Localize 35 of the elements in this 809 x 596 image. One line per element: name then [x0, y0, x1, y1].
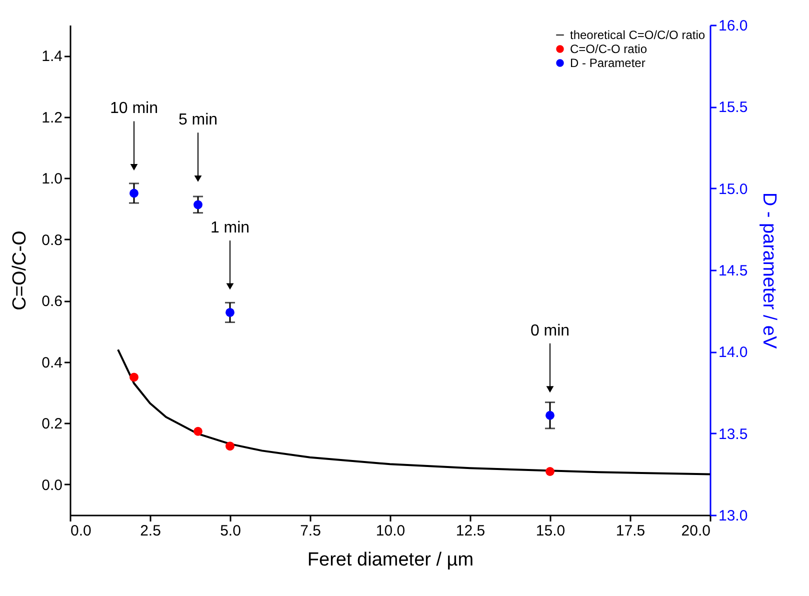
annotation: 0 min — [530, 322, 570, 340]
y2-axis-title: D - parameter / eV — [758, 192, 780, 349]
legend-label: theoretical C=O/C/O ratio — [570, 28, 706, 42]
y-tick-label: 0.2 — [42, 416, 62, 433]
y2-tick-label: 14.5 — [718, 262, 748, 280]
y-tick-label: 1.2 — [42, 109, 62, 126]
x-tick-label: 20.0 — [681, 522, 710, 540]
y-tick-label: 1.4 — [42, 48, 62, 66]
y-tick-label: 1.0 — [42, 170, 62, 188]
y-axis-title: C=O/C-O — [10, 230, 31, 310]
y2-tick-label: 13.0 — [718, 508, 748, 524]
x-tick-label: 10.0 — [376, 522, 406, 540]
y2-tick-label: 15.5 — [718, 99, 748, 116]
x-tick-label: 2.5 — [140, 522, 161, 540]
x-tick-label: 0.0 — [70, 522, 92, 540]
x-tick-label: 17.5 — [616, 522, 646, 540]
y2-tick-label: 13.5 — [718, 426, 748, 443]
y-tick-label: 0.0 — [42, 476, 62, 494]
annotation: 5 min — [178, 112, 218, 129]
x-tick-label: 12.5 — [456, 522, 486, 540]
legend-label: D - Parameter — [570, 56, 646, 70]
line-series — [117, 348, 711, 476]
annotation: 1 min — [210, 219, 250, 236]
legend-label: C=O/C-O ratio — [570, 42, 648, 56]
y-tick-label: 0.6 — [42, 293, 62, 310]
y-tick-label: 0.4 — [42, 354, 62, 372]
x-tick-label: 7.5 — [300, 522, 321, 540]
x-axis-title: Feret diameter / µm — [307, 550, 474, 570]
y2-tick-label: 14.0 — [718, 344, 748, 362]
x-tick-label: 15.0 — [536, 522, 566, 540]
y2-tick-label: 15.0 — [718, 180, 748, 198]
x-tick-label: 5.0 — [220, 522, 241, 540]
y2-tick-label: 16.0 — [718, 18, 748, 34]
y-tick-label: 0.8 — [42, 232, 62, 249]
annotation: 10 min — [110, 100, 158, 118]
